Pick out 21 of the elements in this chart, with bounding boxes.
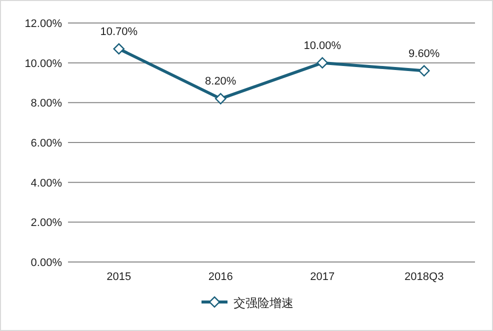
data-label: 9.60% xyxy=(408,48,440,60)
legend-label: 交强险增速 xyxy=(234,296,294,310)
y-tick-label: 12.00% xyxy=(24,18,62,30)
point xyxy=(214,93,226,104)
y-tick-label: 4.00% xyxy=(30,177,62,190)
y-tick-label: 2.00% xyxy=(30,217,62,230)
x-tick-label: 2016 xyxy=(208,271,233,283)
point xyxy=(316,57,328,68)
point xyxy=(113,43,125,55)
x-tick-label: 2018Q3 xyxy=(404,271,444,283)
x-tick-label: 2017 xyxy=(310,271,335,283)
y-tick-label: 10.00% xyxy=(24,58,62,70)
legend: 交强险增速 xyxy=(202,296,294,310)
y-tick-label: 0.00% xyxy=(30,257,62,269)
y-tick-label: 8.00% xyxy=(30,98,62,110)
data-label: 10.70% xyxy=(100,26,138,38)
y-tick-label: 6.00% xyxy=(30,138,62,150)
data-label: 10.00% xyxy=(304,40,342,52)
point xyxy=(418,65,430,76)
data-label: 8.20% xyxy=(205,76,236,88)
x-tick-label: 2015 xyxy=(106,271,132,283)
